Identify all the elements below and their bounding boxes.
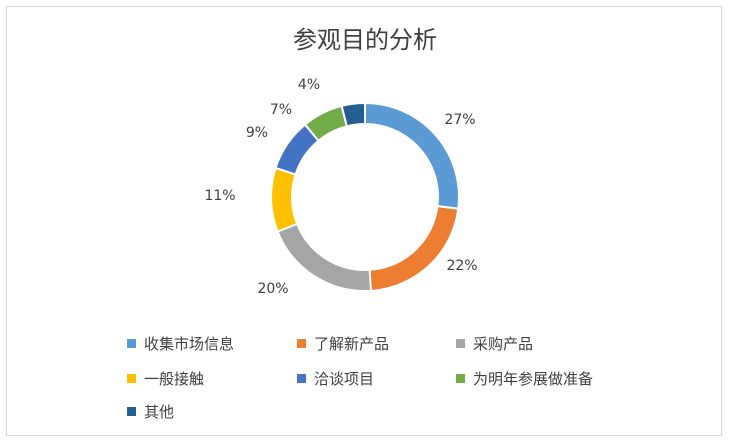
- slice-3: [276, 222, 372, 292]
- data-label-7: 4%: [298, 77, 320, 93]
- data-label-6: 7%: [270, 102, 292, 118]
- slice-2: [368, 205, 460, 292]
- slice-4: [270, 166, 299, 233]
- data-label-1: 27%: [444, 112, 475, 128]
- data-label-4: 11%: [204, 188, 235, 204]
- data-label-2: 22%: [446, 258, 477, 274]
- chart-title: 参观目的分析: [293, 26, 437, 54]
- data-label-5: 9%: [246, 125, 268, 141]
- chart-frame: [6, 6, 722, 436]
- data-label-3: 20%: [257, 281, 288, 297]
- slice-7: [340, 101, 366, 128]
